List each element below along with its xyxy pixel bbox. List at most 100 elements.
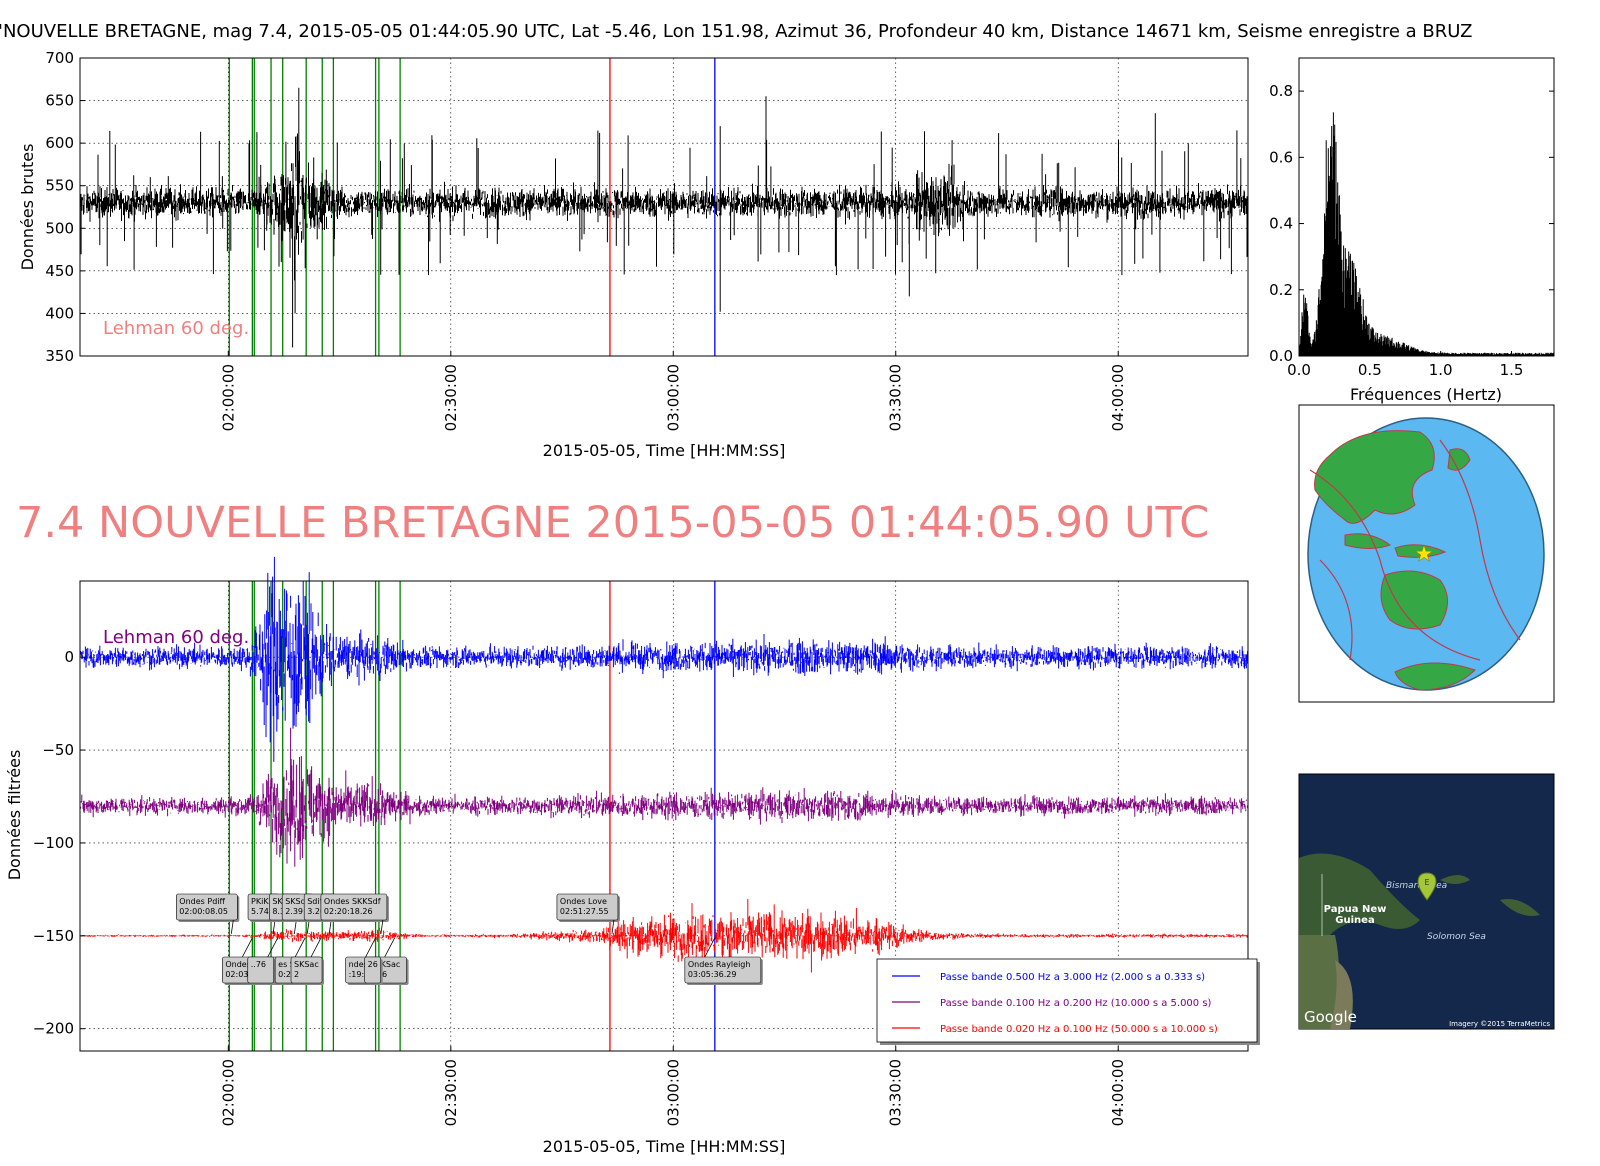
raw-x-tick-label: 02:00:00: [219, 364, 237, 431]
filtered-x-tick-label: 02:00:00: [219, 1059, 237, 1126]
raw-model-annotation: Lehman 60 deg.: [103, 318, 249, 339]
satellite-map: Bismarck Sea Papua New Guinea Solomon Sea…: [1298, 773, 1555, 1030]
spectrum-x-tick-label: 0.5: [1358, 361, 1382, 379]
phase-label-arrow: [380, 919, 384, 934]
phase-label-text: SKSac: [294, 960, 319, 969]
raw-y-tick-label: 350: [45, 347, 74, 365]
map-label-bismarck-sea: Bismarck Sea: [1386, 881, 1447, 891]
map-label-solomon-sea: Solomon Sea: [1427, 932, 1486, 942]
filtered-x-tick-label: 04:00:00: [1109, 1059, 1127, 1126]
filtered-trace: [79, 727, 1249, 867]
phase-label-arrow: [272, 919, 276, 934]
spectrum-trace: [1298, 112, 1555, 356]
raw-x-ticks: 02:00:00 02:30:00 03:00:00 03:30:00 04:00:00: [219, 351, 1127, 431]
spectrum-plot: 0.0 0.2 0.4 0.6 0.8 0.0 0.5 1.0 1.5 Fréquences …: [1269, 57, 1555, 404]
phase-label-text: 2.39: [285, 907, 303, 916]
filtered-y-ticks: 0 −50 −100 −150 −200: [33, 648, 85, 1038]
filtered-y-tick-label: −100: [33, 834, 74, 852]
epicenter-star-icon: ★: [1414, 542, 1434, 567]
filtered-y-tick-label: −200: [33, 1020, 74, 1038]
phase-arrival-labels: Ondes Pdiff02:00:08.05PKiKP5.74SKiKP8.38…: [176, 893, 763, 985]
raw-x-tick-label: 02:30:00: [442, 364, 460, 431]
filtered-data-plot: 0 −50 −100 −150 −200 02:00:00 02:30:00 03:00:0…: [5, 556, 1260, 1156]
raw-data-plot: 350 400 450 500 550 600 650 700 02:00:00 02:30:0…: [18, 49, 1249, 460]
phase-label-arrow: [328, 919, 332, 934]
phase-label: ..76: [247, 937, 279, 985]
spectrum-x-tick-label: 1.0: [1429, 361, 1453, 379]
spectrum-x-tick-label: 0.0: [1287, 361, 1311, 379]
spectrum-frame: [1298, 57, 1555, 357]
raw-y-tick-label: 500: [45, 219, 74, 237]
phase-label-arrow: [306, 919, 310, 934]
raw-y-tick-label: 600: [45, 134, 74, 152]
phase-label-text: 02:00:08.05: [179, 907, 228, 916]
phase-label: 26: [364, 937, 396, 985]
imagery-credit: Imagery ©2015 TerraMetrics: [1449, 1020, 1550, 1028]
phase-label-text: 02:51:27.55: [560, 907, 609, 916]
australia-landmass: [1380, 570, 1448, 630]
asia-landmass: [1314, 430, 1435, 524]
spectrum-y-tick-label: 0.0: [1269, 347, 1293, 365]
phase-label-arrow: [230, 919, 234, 934]
filtered-model-annotation: Lehman 60 deg.: [103, 627, 249, 648]
filtered-y-axis-label: Données filtrées: [5, 750, 24, 881]
phase-label-arrow: [704, 937, 716, 958]
filtered-x-tick-label: 02:30:00: [442, 1059, 460, 1126]
spectrum-x-ticks: 0.0 0.5 1.0 1.5: [1287, 351, 1523, 379]
filtered-x-ticks: 02:00:00 02:30:00 03:00:00 03:30:00 04:00:00: [219, 1046, 1127, 1126]
phase-label-text: Sdiff: [307, 897, 325, 906]
spectrum-y-tick-label: 0.4: [1269, 215, 1293, 233]
legend-box: [876, 958, 1258, 1043]
spectrum-y-ticks: 0.0 0.2 0.4 0.6 0.8: [1269, 82, 1554, 365]
map-label-country: Papua New Guinea: [1324, 904, 1387, 926]
spectrum-y-tick-label: 0.8: [1269, 82, 1293, 100]
phase-label-text: Ondes Love: [560, 897, 607, 906]
filtered-x-tick-label: 03:00:00: [664, 1059, 682, 1126]
phase-label-text: PKiKP: [251, 897, 274, 906]
filtered-y-tick-label: −150: [33, 927, 74, 945]
event-headline: 7.4 NOUVELLE BRETAGNE 2015-05-05 01:44:0…: [16, 498, 1209, 548]
raw-y-axis-label: Données brutes: [18, 144, 37, 271]
filtered-x-tick-label: 03:30:00: [887, 1059, 905, 1126]
phase-label-arrow: [611, 919, 615, 934]
map-pin-icon: E: [1417, 872, 1437, 901]
globe-map: ★: [1298, 404, 1555, 703]
legend-entry: Passe bande 0.100 Hz a 0.200 Hz (10.000 …: [940, 998, 1212, 1009]
raw-y-tick-label: 550: [45, 177, 74, 195]
phase-label-arrow: [241, 937, 253, 958]
raw-x-tick-label: 03:00:00: [664, 364, 682, 431]
phase-label-arrow: [384, 937, 396, 958]
spectrum-y-tick-label: 0.6: [1269, 148, 1293, 166]
raw-y-tick-label: 450: [45, 262, 74, 280]
phase-label-text: 3.20: [307, 907, 325, 916]
svg-text:E: E: [1424, 878, 1429, 887]
phase-label-arrow: [310, 937, 322, 958]
phase-label-text: 2: [294, 970, 299, 979]
raw-trace: [79, 87, 1248, 348]
filtered-y-tick-label: −50: [42, 741, 74, 759]
figure-header-title: 'NOUVELLE BRETAGNE, mag 7.4, 2015-05-05 …: [0, 21, 1472, 42]
phase-label-text: Ondes Pdiff: [179, 897, 225, 906]
spectrum-x-tick-label: 1.5: [1500, 361, 1524, 379]
filtered-trace: [79, 556, 1249, 762]
phase-label-text: Ondes Rayleigh: [688, 960, 751, 969]
filter-legend: Passe bande 0.500 Hz a 3.000 Hz (2.000 s…: [876, 958, 1260, 1045]
raw-x-tick-label: 04:00:00: [1109, 364, 1127, 431]
raw-y-ticks: 350 400 450 500 550 600 650 700: [45, 49, 85, 365]
phase-label-arrow: [365, 937, 376, 958]
filtered-y-tick-label: 0: [64, 648, 74, 666]
raw-y-tick-label: 700: [45, 49, 74, 67]
phase-label-text: 8.38: [272, 907, 290, 916]
legend-entry: Passe bande 0.020 Hz a 0.100 Hz (50.000 …: [940, 1024, 1218, 1035]
raw-y-tick-label: 650: [45, 92, 74, 110]
phase-label-text: Ondes SKKSdf: [324, 897, 381, 906]
raw-x-tick-label: 03:30:00: [887, 364, 905, 431]
phase-label-arrow: [267, 937, 279, 958]
legend-entry: Passe bande 0.500 Hz a 3.000 Hz (2.000 s…: [940, 972, 1205, 983]
spectrum-y-tick-label: 0.2: [1269, 281, 1293, 299]
raw-x-axis-label: 2015-05-05, Time [HH:MM:SS]: [543, 441, 786, 460]
phase-label-text: SKSdf: [285, 897, 308, 906]
